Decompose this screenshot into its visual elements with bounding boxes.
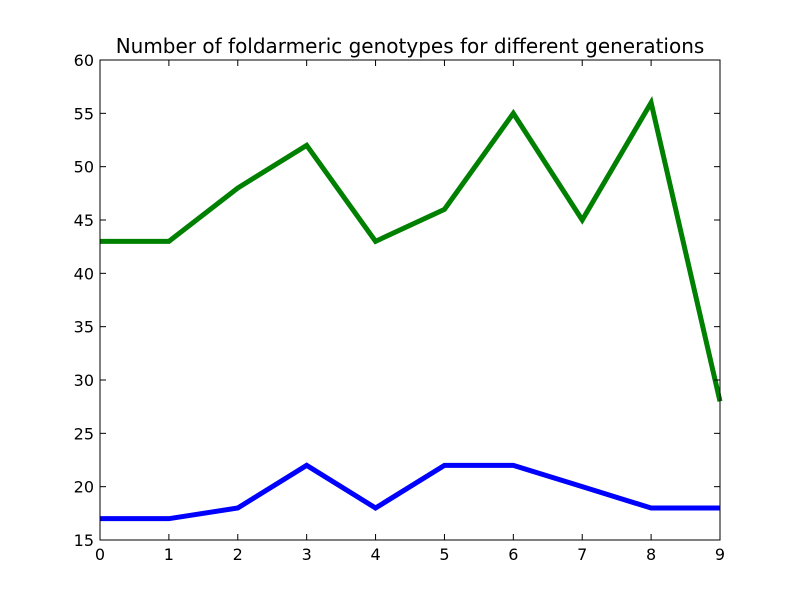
- series-layer: [100, 95, 723, 522]
- y-tick-label: 15: [74, 531, 94, 550]
- series-line-0: [100, 462, 720, 522]
- plot-frame: [99, 59, 721, 541]
- x-tick-label: 7: [577, 545, 587, 564]
- x-tick-label: 4: [370, 545, 380, 564]
- y-tick-label: 60: [74, 51, 94, 70]
- y-tick-label: 50: [74, 158, 94, 177]
- x-tick-label: 9: [715, 545, 725, 564]
- y-tick-label: 45: [74, 211, 94, 230]
- y-tick-label: 55: [74, 104, 94, 123]
- x-tick-label: 5: [439, 545, 449, 564]
- y-tick-label: 20: [74, 478, 94, 497]
- x-tick-label: 0: [95, 545, 105, 564]
- x-tick-label: 3: [302, 545, 312, 564]
- y-tick-label: 35: [74, 318, 94, 337]
- y-tick-label: 40: [74, 264, 94, 283]
- x-tick-label: 6: [508, 545, 518, 564]
- x-tick-label: 1: [164, 545, 174, 564]
- x-tick-label: 2: [233, 545, 243, 564]
- y-tick-label: 30: [74, 371, 94, 390]
- x-tick-label: 8: [646, 545, 656, 564]
- chart-title: Number of foldarmeric genotypes for diff…: [116, 34, 705, 58]
- y-tick-label: 25: [74, 424, 94, 443]
- series-line-1: [100, 95, 723, 402]
